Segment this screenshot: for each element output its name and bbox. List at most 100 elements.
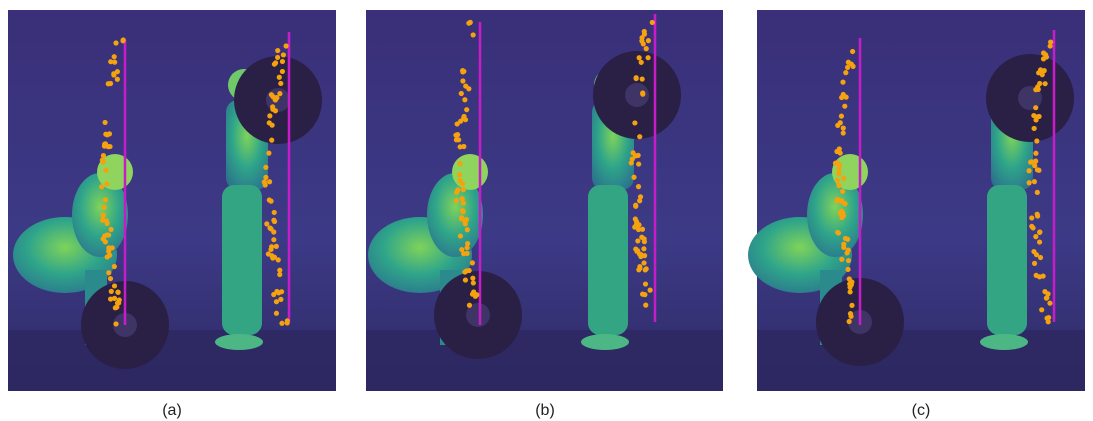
- tracked-point: [271, 229, 276, 234]
- tracked-point: [629, 160, 634, 165]
- tracked-point: [271, 218, 276, 223]
- tracked-point: [835, 230, 840, 235]
- tracked-point: [103, 168, 108, 173]
- tracked-point: [462, 97, 467, 102]
- athlete-head: [452, 154, 488, 190]
- tracked-point: [835, 123, 840, 128]
- tracked-point: [845, 237, 850, 242]
- tracked-point: [835, 178, 840, 183]
- tracked-point: [842, 104, 847, 109]
- tracked-point: [101, 205, 106, 210]
- tracked-point: [1047, 301, 1052, 306]
- tracked-point: [458, 144, 463, 149]
- tracked-point: [458, 233, 463, 238]
- tracked-point: [267, 197, 272, 202]
- tracked-point: [846, 248, 851, 253]
- tracked-point: [272, 210, 277, 215]
- tracked-point: [637, 266, 642, 271]
- tracked-point: [1043, 52, 1048, 57]
- tracked-point: [1035, 212, 1040, 217]
- tracked-point: [103, 141, 108, 146]
- tracked-point: [278, 297, 283, 302]
- tracked-point: [841, 126, 846, 131]
- tracked-point: [636, 227, 641, 232]
- tracked-point: [636, 161, 641, 166]
- tracked-point: [850, 64, 855, 69]
- tracked-point: [108, 276, 113, 281]
- tracked-point: [267, 225, 272, 230]
- tracked-point: [1039, 307, 1044, 312]
- tracked-point: [470, 260, 475, 265]
- tracked-point: [641, 260, 646, 265]
- tracked-point: [1028, 160, 1033, 165]
- tracked-point: [1048, 39, 1053, 44]
- tracked-point: [263, 175, 268, 180]
- tracked-point: [461, 200, 466, 205]
- tracked-point: [462, 269, 467, 274]
- tracked-point: [637, 55, 642, 60]
- tracked-point: [841, 92, 846, 97]
- tracked-point: [104, 181, 109, 186]
- tracked-point: [648, 288, 653, 293]
- floor: [366, 330, 723, 391]
- tracked-point: [639, 38, 644, 43]
- athlete-legs: [222, 185, 262, 335]
- tracked-point: [117, 297, 122, 302]
- floor: [8, 330, 336, 391]
- tracked-point: [1026, 168, 1031, 173]
- tracked-point: [637, 134, 642, 139]
- tracked-point: [270, 107, 275, 112]
- tracked-point: [112, 54, 117, 59]
- tracked-point: [113, 40, 118, 45]
- tracked-point: [1037, 114, 1042, 119]
- tracked-point: [460, 69, 465, 74]
- tracked-point: [646, 55, 651, 60]
- tracked-point: [272, 62, 277, 67]
- tracked-point: [454, 198, 459, 203]
- tracked-point: [102, 120, 107, 125]
- tracked-point: [1027, 180, 1032, 185]
- tracked-point: [642, 236, 647, 241]
- tracked-point: [277, 268, 282, 273]
- tracked-point: [845, 267, 850, 272]
- tracked-point: [277, 75, 282, 80]
- tracked-point: [1032, 126, 1037, 131]
- tracked-point: [281, 52, 286, 57]
- tracked-point: [839, 257, 844, 262]
- tracked-point: [271, 237, 276, 242]
- tracked-point: [470, 292, 475, 297]
- athlete-feet: [581, 334, 629, 350]
- tracked-point: [273, 97, 278, 102]
- tracked-point: [1031, 249, 1036, 254]
- tracked-point: [468, 20, 473, 25]
- tracked-point: [464, 107, 469, 112]
- tracked-point: [101, 213, 106, 218]
- tracked-point: [112, 296, 117, 301]
- tracked-point: [275, 48, 280, 53]
- tracked-point: [106, 249, 111, 254]
- tracked-point: [103, 239, 108, 244]
- tracked-point: [115, 77, 120, 82]
- tracked-point: [100, 218, 105, 223]
- tracked-point: [836, 171, 841, 176]
- tracked-point: [109, 289, 114, 294]
- tracked-point: [1037, 239, 1042, 244]
- tracked-point: [116, 290, 121, 295]
- panel-caption: (b): [535, 402, 555, 419]
- tracked-point: [1034, 273, 1039, 278]
- tracked-point: [457, 172, 462, 177]
- image-panel: [8, 10, 336, 391]
- tracked-point: [263, 165, 268, 170]
- tracked-point: [267, 179, 272, 184]
- tracked-point: [1033, 234, 1038, 239]
- tracked-point: [454, 190, 459, 195]
- tracked-point: [841, 245, 846, 250]
- image-panel: [366, 10, 723, 391]
- tracked-point: [849, 303, 854, 308]
- tracked-point: [457, 161, 462, 166]
- athlete-legs: [588, 185, 628, 335]
- panel-caption: (a): [162, 402, 182, 419]
- tracked-point: [633, 203, 638, 208]
- tracked-point: [264, 221, 269, 226]
- tracked-point: [274, 299, 279, 304]
